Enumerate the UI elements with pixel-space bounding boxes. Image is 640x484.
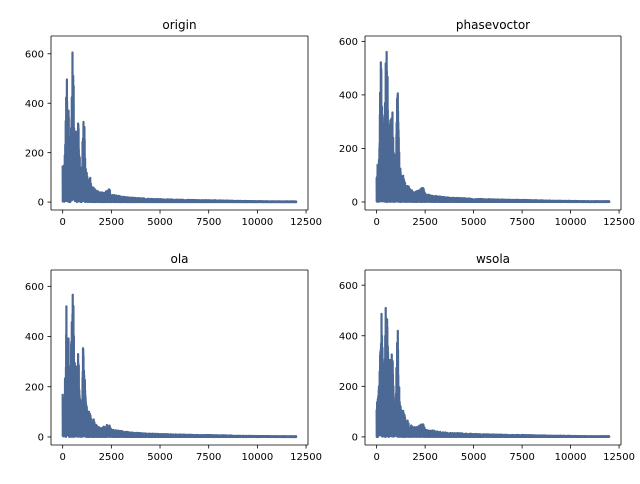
x-tick-label: 10000 xyxy=(241,452,273,463)
x-tick-label: 10000 xyxy=(555,452,587,463)
x-tick-label: 2500 xyxy=(99,452,124,463)
x-tick-label: 0 xyxy=(373,217,379,228)
x-tick-label: 5000 xyxy=(147,452,172,463)
x-tick-label: 0 xyxy=(59,452,65,463)
y-tick-label: 600 xyxy=(339,281,358,292)
series-line-wsola xyxy=(375,306,611,439)
y-tick-label: 400 xyxy=(339,90,358,101)
x-tick-label: 12500 xyxy=(290,452,322,463)
chart-title: ola xyxy=(170,252,188,266)
x-tick-label: 2500 xyxy=(412,217,437,228)
series-line-origin xyxy=(61,51,298,204)
x-tick-label: 7500 xyxy=(509,452,534,463)
series-line-phasevoctor xyxy=(375,50,611,204)
x-tick-label: 5000 xyxy=(147,217,172,228)
y-tick-label: 600 xyxy=(25,282,44,293)
y-tick-label: 200 xyxy=(339,382,358,393)
x-tick-label: 7500 xyxy=(196,452,221,463)
x-tick-label: 7500 xyxy=(196,217,221,228)
y-tick-label: 600 xyxy=(339,37,358,48)
x-tick-label: 7500 xyxy=(509,217,534,228)
x-tick-label: 0 xyxy=(373,452,379,463)
x-tick-label: 12500 xyxy=(603,452,635,463)
y-tick-label: 200 xyxy=(25,148,44,159)
y-tick-label: 600 xyxy=(25,49,44,60)
x-tick-label: 5000 xyxy=(461,217,486,228)
x-tick-label: 2500 xyxy=(99,217,124,228)
x-tick-label: 5000 xyxy=(461,452,486,463)
chart-panel-origin: 0 2500 5000 7500 10000 12500 0 200 400 600 origin xyxy=(25,18,322,228)
y-tick-label: 0 xyxy=(38,198,44,209)
chart-panel-ola: 0 2500 5000 7500 10000 12500 0 200 400 600 ola xyxy=(25,252,322,463)
chart-title: phasevoctor xyxy=(456,18,530,32)
x-tick-label: 10000 xyxy=(555,217,587,228)
chart-title: wsola xyxy=(476,252,510,266)
y-tick-label: 400 xyxy=(25,332,44,343)
x-tick-label: 2500 xyxy=(412,452,437,463)
y-tick-label: 400 xyxy=(25,99,44,110)
chart-panel-wsola: 0 2500 5000 7500 10000 12500 0 200 400 600 wsola xyxy=(339,252,635,463)
y-tick-label: 200 xyxy=(339,144,358,155)
x-tick-label: 12500 xyxy=(603,217,635,228)
chart-panel-phasevoctor: 0 2500 5000 7500 10000 12500 0 200 400 600 phasevo… xyxy=(339,18,635,228)
y-tick-label: 0 xyxy=(352,433,358,444)
y-tick-label: 0 xyxy=(38,433,44,444)
x-tick-label: 12500 xyxy=(290,217,322,228)
x-tick-label: 0 xyxy=(59,217,65,228)
chart-title: origin xyxy=(162,18,196,32)
y-tick-label: 400 xyxy=(339,331,358,342)
series-line-ola xyxy=(61,293,298,439)
x-tick-label: 10000 xyxy=(241,217,273,228)
y-tick-label: 200 xyxy=(25,382,44,393)
y-tick-label: 0 xyxy=(352,198,358,209)
